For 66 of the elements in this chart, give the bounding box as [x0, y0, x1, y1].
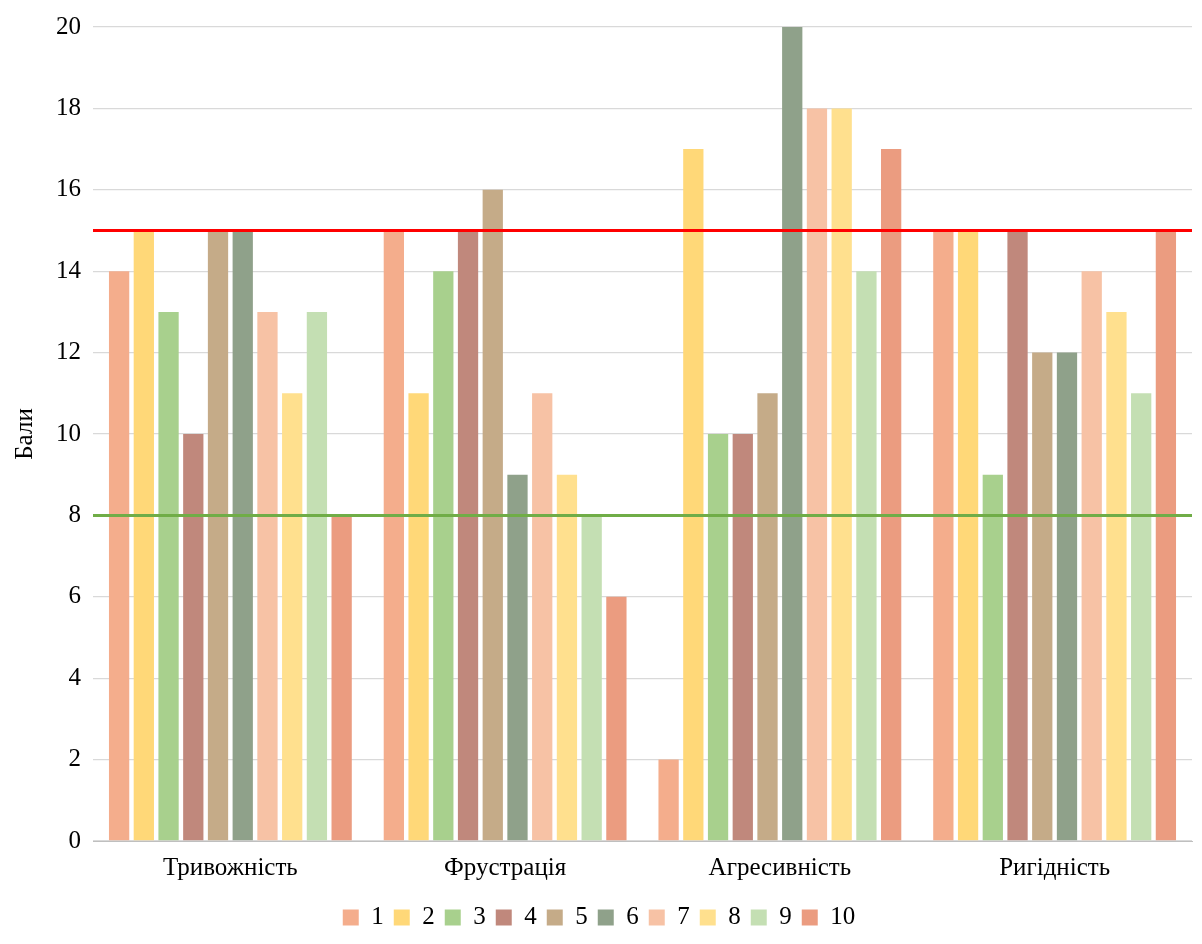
y-tick-label: 4 [68, 662, 82, 690]
bar [831, 108, 852, 841]
y-tick-label: 14 [56, 255, 82, 283]
y-tick-label: 0 [68, 825, 81, 853]
legend-label: 6 [626, 902, 639, 930]
bar [457, 230, 479, 841]
bar [108, 271, 130, 841]
bar [881, 149, 902, 841]
bar [257, 311, 278, 841]
bar [232, 230, 253, 841]
bar [933, 230, 954, 841]
legend-label: 5 [575, 902, 588, 930]
bar [581, 515, 602, 841]
bar [532, 393, 553, 841]
legend-label: 8 [728, 902, 741, 930]
bar [1081, 271, 1102, 841]
bar [707, 434, 729, 841]
bar [133, 230, 154, 841]
bar [982, 474, 1003, 841]
bar [408, 393, 429, 841]
y-tick-label: 2 [68, 744, 81, 772]
bar [1131, 393, 1152, 841]
bar [658, 759, 679, 841]
y-tick-label: 18 [56, 92, 81, 120]
legend-label: 1 [371, 902, 384, 930]
bar [507, 474, 528, 841]
bar [282, 393, 303, 841]
legend-label: 7 [677, 902, 690, 930]
bar [1007, 230, 1028, 841]
bar [732, 434, 753, 841]
bar [556, 474, 578, 841]
bar [1032, 352, 1053, 841]
x-tick-label: Фрустрація [444, 852, 567, 880]
bar [158, 311, 179, 841]
y-tick-label: 16 [56, 174, 81, 202]
bar [383, 230, 404, 841]
legend-label: 3 [473, 902, 486, 930]
bar [482, 189, 503, 841]
bar [433, 271, 454, 841]
legend-label: 2 [422, 902, 435, 930]
y-axis-title: Бали [9, 408, 37, 460]
bar [1155, 230, 1177, 841]
legend-label: 10 [830, 902, 856, 930]
legend-label: 4 [524, 902, 538, 930]
y-tick-label: 6 [68, 581, 81, 609]
y-tick-label: 20 [56, 11, 81, 39]
y-tick-label: 12 [56, 337, 81, 365]
x-tick-label: Ригідність [999, 852, 1111, 880]
bar [1106, 311, 1127, 841]
x-tick-label: Тривожність [163, 852, 298, 880]
x-tick-label: Агресивність [708, 852, 852, 880]
bar [606, 596, 627, 841]
bar [1056, 352, 1078, 841]
bar [306, 311, 328, 841]
bar [782, 27, 803, 841]
bar [806, 108, 828, 841]
bar [757, 393, 778, 841]
bar [957, 230, 979, 841]
bar [331, 515, 352, 841]
legend-label: 9 [779, 902, 792, 930]
bar [856, 271, 877, 841]
y-tick-label: 10 [56, 418, 81, 446]
bar [683, 149, 704, 841]
bar [207, 230, 229, 841]
bar [183, 434, 204, 841]
y-tick-label: 8 [68, 499, 81, 527]
